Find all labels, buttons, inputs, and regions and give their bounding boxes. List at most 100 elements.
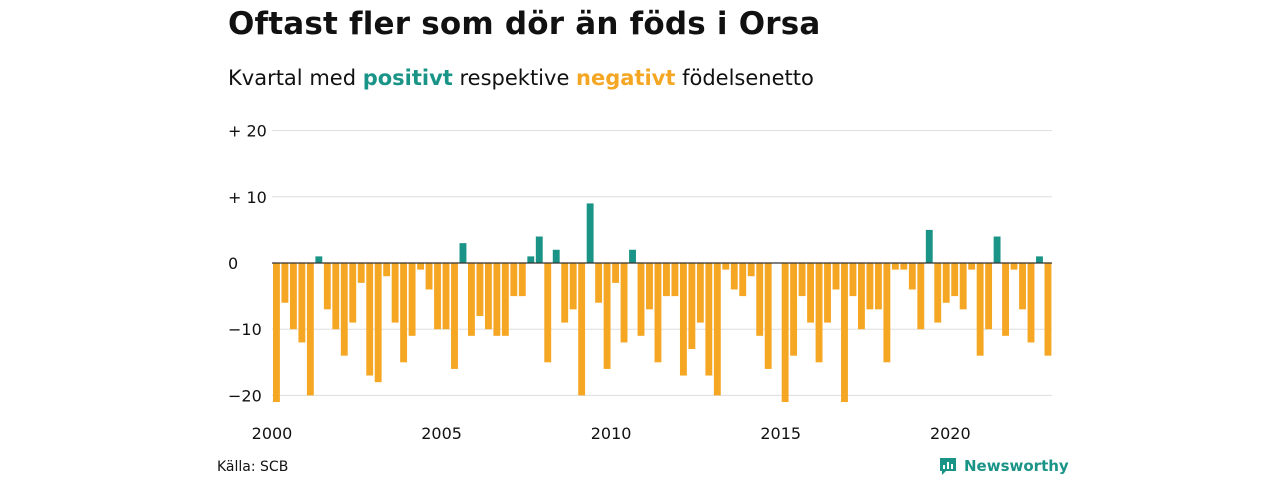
bar-2019K3	[934, 263, 942, 323]
bar-2009K3	[595, 263, 603, 303]
bar-2020K2	[959, 263, 967, 310]
bar-2001K1	[306, 263, 314, 396]
y-tick-label: + 10	[228, 188, 267, 207]
bar-2011K4	[671, 263, 679, 297]
bar-2022K4	[1044, 263, 1052, 356]
bar-2000K1	[273, 263, 280, 403]
subtitle-text-middle: respektive	[452, 66, 577, 90]
bar-2004K4	[434, 263, 441, 330]
bar-2012K4	[705, 263, 713, 376]
bar-2016K2	[824, 263, 831, 323]
bar-2007K4	[535, 236, 543, 263]
bar-2011K1	[646, 263, 653, 310]
subtitle-negative-label: negativt	[576, 66, 676, 90]
bar-2020K3	[968, 263, 976, 270]
bar-2012K3	[696, 263, 704, 323]
bar-2015K2	[790, 263, 798, 356]
y-tick-label: −10	[228, 320, 262, 339]
bar-2003K2	[383, 263, 391, 277]
bar-2020K4	[976, 263, 984, 356]
bar-2000K2	[281, 263, 289, 303]
bar-2021K2	[993, 236, 1001, 263]
bar-2002K2	[349, 263, 357, 323]
bar-2001K3	[323, 263, 331, 310]
x-tick-label: 2020	[930, 424, 971, 443]
bar-2007K1	[510, 263, 518, 297]
bar-2000K3	[289, 263, 297, 330]
bar-2021K3	[1002, 263, 1010, 336]
bar-2018K3	[900, 263, 908, 270]
bar-2004K1	[408, 263, 416, 336]
bar-2007K2	[518, 263, 526, 297]
bar-2010K3	[629, 249, 636, 263]
brand-name: Newsworthy	[964, 457, 1069, 475]
chart-subtitle: Kvartal med positivt respektive negativt…	[228, 66, 814, 90]
y-tick-label: 0	[228, 254, 238, 273]
bar-2016K3	[832, 263, 840, 290]
bar-2003K4	[400, 263, 408, 363]
bar-2008K1	[544, 263, 552, 363]
bar-2021K1	[985, 263, 993, 330]
bar-2015K3	[798, 263, 806, 297]
bar-2002K4	[366, 263, 374, 376]
bar-2014K1	[747, 263, 755, 277]
bar-2022K2	[1027, 263, 1035, 343]
subtitle-text-start: Kvartal med	[228, 66, 363, 90]
bar-2005K1	[442, 263, 450, 330]
bar-2002K3	[357, 263, 365, 283]
bar-2015K4	[807, 263, 815, 323]
x-tick-label: 2015	[760, 424, 801, 443]
bar-2009K1	[578, 263, 586, 396]
bar-2013K2	[722, 263, 730, 270]
bar-2001K4	[332, 263, 340, 330]
bar-2017K4	[874, 263, 882, 310]
bar-2008K3	[561, 263, 569, 323]
bar-2006K1	[476, 263, 484, 316]
bar-2018K1	[883, 263, 891, 363]
bar-2004K2	[417, 263, 425, 270]
bar-2013K3	[730, 263, 738, 290]
bar-2011K3	[663, 263, 670, 297]
bar-2017K1	[849, 263, 857, 297]
bar-2016K1	[815, 263, 823, 363]
bar-2014K2	[756, 263, 764, 336]
brand-logo[interactable]: Newsworthy	[938, 456, 1069, 476]
bar-2019K2	[925, 229, 933, 263]
newsworthy-logo-icon	[940, 458, 956, 475]
bar-2006K4	[501, 263, 509, 336]
chart-title: Oftast fler som dör än föds i Orsa	[228, 6, 821, 42]
bar-2002K1	[340, 263, 348, 356]
bar-2017K2	[858, 263, 865, 330]
bar-2000K4	[298, 263, 306, 343]
x-tick-label: 2000	[252, 424, 293, 443]
bar-2009K4	[603, 263, 611, 369]
x-tick-label: 2005	[421, 424, 462, 443]
bar-2005K3	[459, 243, 467, 263]
bar-2013K4	[739, 263, 747, 297]
bar-2006K3	[493, 263, 501, 336]
subtitle-positive-label: positivt	[362, 66, 453, 90]
bar-2010K1	[612, 263, 620, 283]
subtitle-text-end: födelsenetto	[675, 66, 814, 90]
bar-2009K2	[586, 203, 594, 263]
bar-2014K3	[764, 263, 772, 369]
bar-2005K4	[468, 263, 475, 336]
bar-2010K2	[620, 263, 628, 343]
bar-2020K1	[951, 263, 959, 297]
bar-2013K1	[713, 263, 721, 396]
bar-2012K1	[679, 263, 687, 376]
source-note: Källa: SCB	[217, 459, 289, 475]
bar-2021K4	[1010, 263, 1018, 270]
bar-2015K1	[781, 263, 789, 403]
bar-2018K2	[891, 263, 899, 270]
x-tick-label: 2010	[591, 424, 632, 443]
bar-2011K2	[654, 263, 662, 363]
bar-2022K3	[1036, 256, 1043, 263]
bar-2016K4	[841, 263, 848, 403]
bar-2005K2	[451, 263, 458, 369]
bar-2017K3	[866, 263, 874, 310]
y-tick-label: −20	[228, 386, 262, 405]
bar-2007K3	[527, 256, 535, 263]
bar-2008K2	[552, 249, 560, 263]
